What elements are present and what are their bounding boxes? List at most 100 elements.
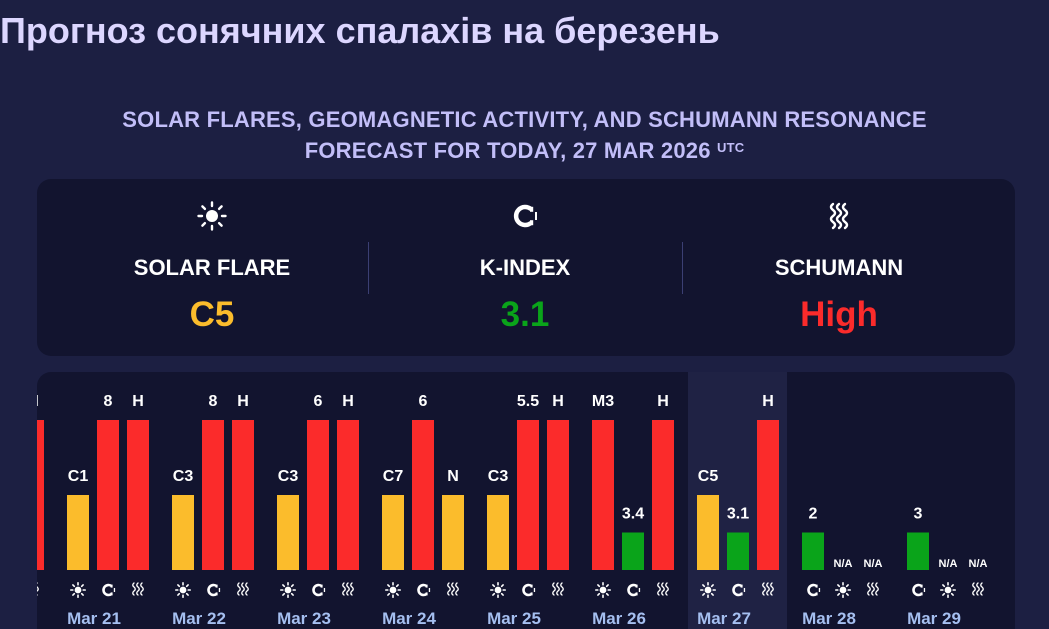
solar-flare-metric: SOLAR FLARE C5 — [57, 179, 367, 356]
bar-label: N/A — [864, 558, 883, 570]
bar-kindex — [517, 420, 539, 570]
waves-icon — [762, 582, 774, 596]
summary-panel: SOLAR FLARE C5 K-INDEX 3.1 SCHUMANN High — [37, 179, 1015, 356]
bar-label: 8 — [209, 393, 218, 410]
forecast-subtitle: SOLAR FLARES, GEOMAGNETIC ACTIVITY, AND … — [0, 104, 1049, 166]
sun-icon — [280, 582, 296, 598]
subtitle-line-1: SOLAR FLARES, GEOMAGNETIC ACTIVITY, AND … — [122, 107, 927, 132]
bar-label: N/A — [939, 558, 958, 570]
subtitle-line-2: FORECAST FOR TODAY, 27 MAR 2026 UTC — [0, 135, 1049, 166]
waves-icon — [829, 202, 849, 230]
date-label: Mar 29 — [907, 609, 961, 628]
bar-flare — [487, 495, 509, 570]
subtitle-date: FORECAST FOR TODAY, 27 MAR 2026 — [304, 138, 711, 163]
magnet-icon — [807, 583, 821, 597]
divider — [682, 242, 683, 294]
bar-label: 2 — [809, 506, 818, 523]
magnet-icon — [522, 583, 536, 597]
forecast-bars: H C1 8 H Mar 21 C3 8 H Mar 22 C3 6 H Mar 23 C7 6 N Mar 2… — [37, 393, 988, 628]
bar-schumann — [37, 420, 44, 570]
sun-icon — [197, 201, 227, 231]
bar-flare — [592, 420, 614, 570]
schumann-metric: SCHUMANN High — [683, 179, 995, 356]
sun-icon — [835, 582, 851, 598]
magnet-icon — [207, 583, 221, 597]
solar-flare-label: SOLAR FLARE — [133, 255, 291, 280]
date-label: Mar 22 — [172, 609, 226, 628]
k-index-label: K-INDEX — [479, 255, 571, 280]
waves-icon — [552, 582, 564, 596]
bar-kindex — [907, 532, 929, 570]
sun-icon — [700, 582, 716, 598]
bar-schumann — [652, 420, 674, 570]
bar-label: H — [132, 393, 144, 410]
bar-label: 3.1 — [727, 506, 749, 523]
magnet-icon — [912, 583, 926, 597]
bar-schumann — [127, 420, 149, 570]
bar-kindex — [802, 532, 824, 570]
bar-label: 3 — [914, 506, 923, 523]
magnet-icon — [312, 583, 326, 597]
waves-icon — [972, 582, 984, 596]
magnet-icon — [417, 583, 431, 597]
bar-schumann — [442, 495, 464, 570]
bar-flare — [172, 495, 194, 570]
bar-label: C7 — [383, 468, 404, 485]
date-label: Mar 27 — [697, 609, 751, 628]
bar-label: H — [552, 393, 564, 410]
bar-label: H — [237, 393, 249, 410]
divider — [368, 242, 369, 294]
bar-schumann — [232, 420, 254, 570]
bar-label: C1 — [68, 468, 89, 485]
bar-kindex — [202, 420, 224, 570]
sun-icon — [70, 582, 86, 598]
bar-flare — [67, 495, 89, 570]
bar-flare — [277, 495, 299, 570]
bar-label: N/A — [834, 558, 853, 570]
schumann-label: SCHUMANN — [774, 255, 904, 280]
waves-icon — [37, 582, 39, 596]
magnet-icon — [513, 204, 537, 228]
forecast-chart: H C1 8 H Mar 21 C3 8 H Mar 22 C3 6 H Mar 23 C7 6 N Mar 2… — [37, 372, 1015, 629]
bar-kindex — [412, 420, 434, 570]
date-label: Mar 24 — [382, 609, 436, 628]
bar-label: C3 — [488, 468, 509, 485]
bar-kindex — [622, 532, 644, 570]
bar-label: 8 — [104, 393, 113, 410]
bar-label: H — [657, 393, 669, 410]
date-label: Mar 28 — [802, 609, 856, 628]
page-title: Прогноз сонячних спалахів на березень — [0, 10, 720, 51]
bar-flare — [697, 495, 719, 570]
sun-icon — [940, 582, 956, 598]
bar-label: C3 — [173, 468, 194, 485]
bar-label: 6 — [314, 393, 323, 410]
bar-label: N/A — [969, 558, 988, 570]
bar-label: N — [447, 468, 459, 485]
bar-label: 6 — [419, 393, 428, 410]
waves-icon — [237, 582, 249, 596]
bar-label: H — [37, 393, 39, 410]
magnet-icon — [102, 583, 116, 597]
date-label: Mar 25 — [487, 609, 541, 628]
date-label: Mar 21 — [67, 609, 121, 628]
bar-label: H — [762, 393, 774, 410]
k-index-metric: K-INDEX 3.1 — [369, 179, 681, 356]
bar-kindex — [727, 532, 749, 570]
date-label: Mar 26 — [592, 609, 646, 628]
waves-icon — [657, 582, 669, 596]
bar-label: C3 — [278, 468, 299, 485]
utc-label: UTC — [716, 140, 745, 155]
bar-schumann — [547, 420, 569, 570]
magnet-icon — [627, 583, 641, 597]
bar-label: C5 — [698, 468, 719, 485]
bar-schumann — [337, 420, 359, 570]
bar-kindex — [307, 420, 329, 570]
date-label: Mar 23 — [277, 609, 331, 628]
waves-icon — [342, 582, 354, 596]
sun-icon — [595, 582, 611, 598]
bar-label: 3.4 — [622, 506, 644, 523]
bar-flare — [382, 495, 404, 570]
sun-icon — [490, 582, 506, 598]
sun-icon — [175, 582, 191, 598]
sun-icon — [385, 582, 401, 598]
